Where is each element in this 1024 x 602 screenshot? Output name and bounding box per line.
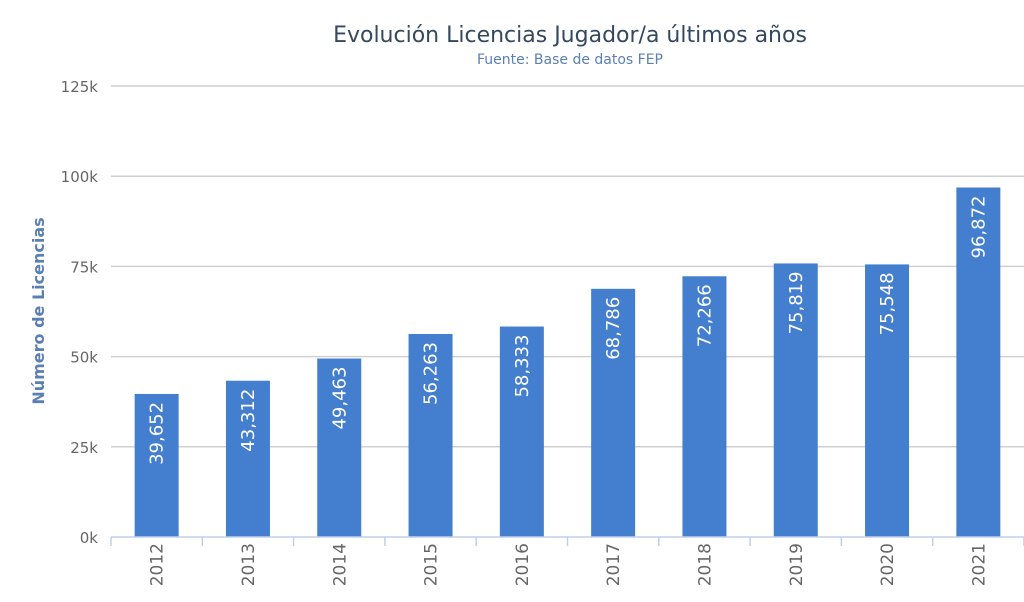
x-tick-label: 2014 — [330, 543, 350, 586]
data-label: 56,263 — [421, 342, 442, 405]
y-tick-label: 50k — [70, 349, 98, 367]
bar — [499, 326, 544, 537]
x-tick-label: 2012 — [148, 543, 168, 586]
y-tick-label: 25k — [70, 439, 98, 457]
y-axis-label: Número de Licencias — [29, 217, 48, 404]
data-label: 68,786 — [603, 297, 624, 360]
data-label: 96,872 — [968, 195, 989, 258]
data-label: 72,266 — [694, 284, 715, 347]
x-tick-label: 2013 — [239, 543, 259, 586]
bar — [591, 288, 636, 537]
y-tick-label: 75k — [70, 258, 98, 276]
x-tick-label: 2019 — [787, 543, 807, 586]
y-tick-label: 100k — [61, 168, 99, 186]
data-label: 58,333 — [512, 335, 533, 398]
x-tick-label: 2018 — [695, 543, 715, 586]
x-tick-label: 2016 — [513, 543, 533, 586]
data-label: 75,548 — [877, 272, 898, 335]
x-tick-label: 2020 — [878, 543, 898, 586]
bar — [682, 276, 727, 537]
y-tick-label: 125k — [61, 78, 99, 96]
bar — [134, 393, 179, 537]
data-label: 43,312 — [238, 389, 259, 452]
bar — [317, 358, 362, 537]
x-tick-label: 2017 — [604, 543, 624, 586]
data-label: 75,819 — [786, 271, 807, 334]
bar — [865, 264, 910, 537]
data-label: 49,463 — [329, 367, 350, 430]
bar — [225, 380, 270, 537]
x-tick-label: 2021 — [969, 543, 989, 586]
bar — [408, 334, 453, 537]
x-tick-label: 2015 — [422, 543, 442, 586]
bar — [956, 187, 1001, 537]
chart-subtitle: Fuente: Base de datos FEP — [477, 52, 663, 68]
chart-title: Evolución Licencias Jugador/a últimos añ… — [333, 23, 807, 48]
bar — [773, 263, 818, 537]
y-tick-label: 0k — [80, 529, 99, 547]
data-label: 39,652 — [147, 402, 168, 465]
